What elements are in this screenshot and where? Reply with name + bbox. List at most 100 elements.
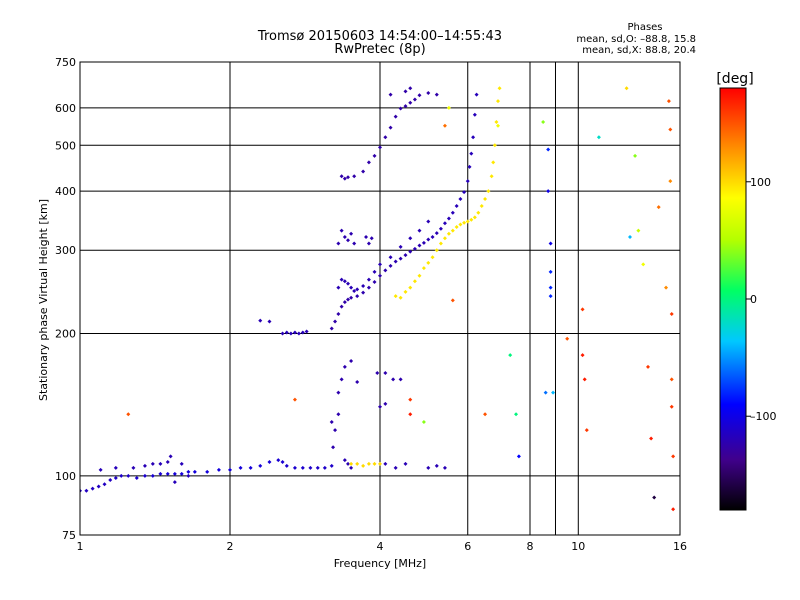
data-point-O [355,287,360,292]
data-point-O [296,331,301,336]
data-point-O [465,179,470,184]
data-point-O [388,92,393,97]
data-point-O [339,228,344,233]
stats-o: mean, sd,O: –88.8, 15.8 [576,34,696,45]
data-point-O [292,330,297,335]
data-point-O [434,231,439,236]
data-point-noise [582,377,587,382]
data-point-O [267,460,272,465]
data-point-X [417,273,422,278]
data-point-noise [636,228,641,233]
data-point-O [165,460,170,465]
x-tick-labels: 1 2 4 6 8 10 16 [77,540,688,553]
data-point-O [349,465,354,470]
data-point-O [393,114,398,119]
data-point-X [446,231,451,236]
colorbar-label: [deg] [716,71,753,87]
colorbar-tick-label: 0 [750,293,757,306]
data-point-O [284,330,289,335]
data-point-O [472,112,477,117]
data-point-O [467,164,472,169]
data-point-O [179,471,184,476]
data-point-noise [292,397,297,402]
plot-frame [79,61,681,536]
data-point-O [383,268,388,273]
data-point-O [342,300,347,305]
data-point-O [458,196,463,201]
x-tick-label: 2 [227,540,234,553]
data-point-O [352,288,357,293]
data-point-O [342,176,347,181]
data-point-O [383,371,388,376]
data-point-O [421,240,426,245]
data-point-O [388,125,393,130]
data-point-O [172,480,177,485]
data-point-O [342,279,347,284]
data-point-O [361,169,366,174]
y-tick-label: 500 [55,139,76,152]
data-point-O [442,221,447,226]
data-point-O [267,319,272,324]
data-point-X [465,219,470,224]
data-point-O [369,236,374,241]
data-point-O [352,241,357,246]
data-point-noise [516,454,521,459]
data-point-O [329,420,334,425]
data-point-O [398,106,403,111]
y-tick-label: 200 [55,328,76,341]
data-point-O [315,465,320,470]
data-point-O [119,473,124,478]
data-point-noise [541,120,546,125]
data-point-O [398,377,403,382]
data-point-O [355,379,360,384]
data-point-noise [408,397,413,402]
data-point-noise [624,86,629,91]
data-points [80,86,676,512]
data-point-noise [442,123,447,128]
data-point-O [336,311,341,316]
data-point-O [434,92,439,97]
data-point-O [366,277,371,282]
data-point-O [333,428,338,433]
data-point-X [355,461,360,466]
data-point-noise [664,285,669,290]
data-point-O [186,473,191,478]
data-point-O [158,471,163,476]
data-point-O [446,216,451,221]
data-point-X [393,294,398,299]
data-point-X [495,99,500,104]
y-tick-label: 300 [55,244,76,257]
data-point-noise [126,412,131,417]
colorbar-tick-label: –100 [750,410,777,423]
x-axis-label: Frequency [MHz] [334,557,426,570]
data-point-O [426,465,431,470]
data-point-O [361,284,366,289]
data-point-noise [652,495,657,500]
data-point-O [84,488,89,493]
data-point-O [342,364,347,369]
data-point-O [142,473,147,478]
data-point-noise [548,269,553,274]
data-point-O [383,461,388,466]
data-point-O [304,329,309,334]
data-point-O [258,463,263,468]
data-point-X [479,204,484,209]
data-point-X [472,215,477,220]
data-point-noise [565,336,570,341]
data-point-noise [514,412,519,417]
chart-title: Tromsø 20150603 14:54:00–14:55:43 [257,29,502,44]
data-point-O [150,473,155,478]
x-tick-label: 8 [527,540,534,553]
data-point-noise [633,153,638,158]
data-point-noise [548,285,553,290]
data-point-X [492,143,497,148]
data-point-O [308,465,313,470]
data-point-O [172,471,177,476]
data-point-O [258,318,263,323]
data-point-O [339,377,344,382]
data-point-O [403,461,408,466]
data-point-X [469,217,474,222]
data-point-noise [548,294,553,299]
data-point-O [288,331,293,336]
data-point-O [345,461,350,466]
